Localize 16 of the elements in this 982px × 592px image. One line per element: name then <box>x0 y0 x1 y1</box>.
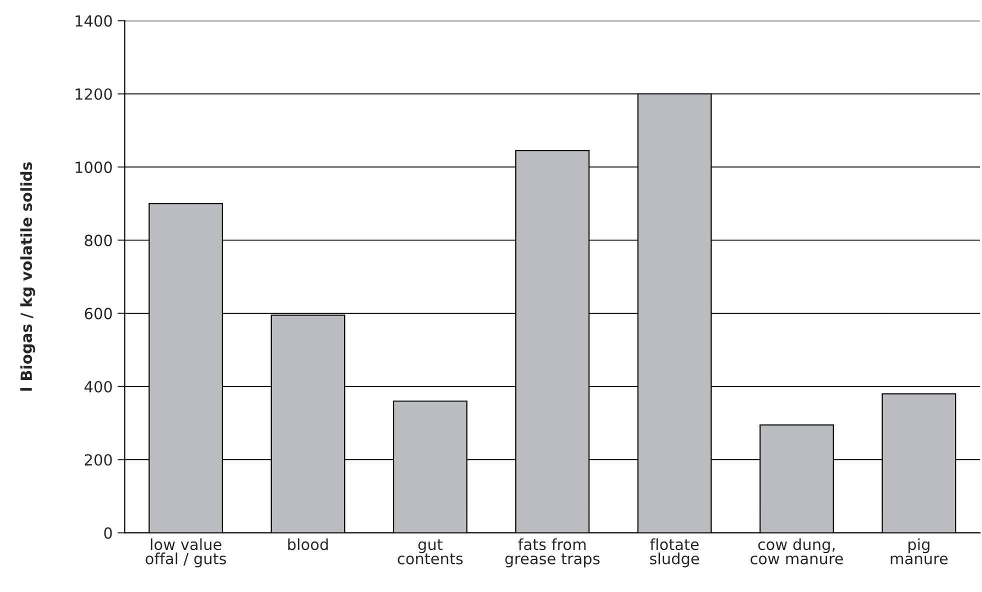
y-axis-title: l Biogas / kg volatile solids <box>20 162 36 391</box>
y-tick-label: 1400 <box>76 15 112 27</box>
y-tick-label: 600 <box>84 308 112 320</box>
y-tick-label: 800 <box>84 234 112 246</box>
y-tick-label: 0 <box>104 527 112 539</box>
x-tick-label: cow dung, cow manure <box>750 538 843 564</box>
x-tick-label: blood <box>288 538 328 550</box>
x-tick-label: fats from grease traps <box>505 538 600 568</box>
x-tick-label: gut contents <box>398 539 463 564</box>
y-tick-label: 1200 <box>76 88 112 100</box>
x-tick-label: low value offal / guts <box>146 538 226 568</box>
x-tick-label: pig manure <box>890 538 948 564</box>
y-tick-label: 400 <box>84 380 112 393</box>
y-tick-label: 1000 <box>76 161 112 174</box>
x-tick-label: flotate sludge <box>650 538 700 568</box>
y-tick-label: 200 <box>84 454 112 466</box>
